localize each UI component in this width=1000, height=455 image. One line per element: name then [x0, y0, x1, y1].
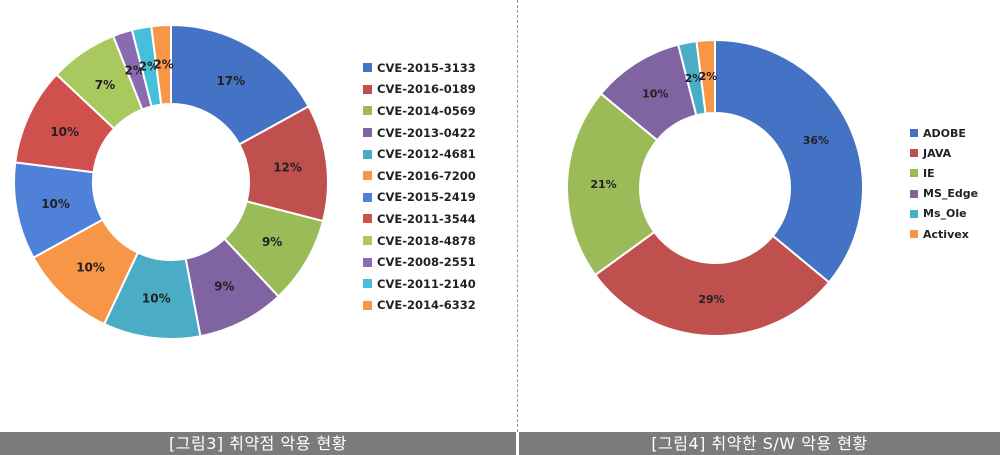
legend-item-ie: IE — [910, 163, 978, 183]
slice-cve-2015-3133 — [170, 23, 310, 146]
legend-swatch — [363, 128, 372, 138]
legend-swatch — [910, 129, 918, 138]
legend-label: CVE-2015-3133 — [377, 60, 476, 75]
legend-item-cve-2013-0422: CVE-2013-0422 — [363, 122, 476, 144]
legend-label: CVE-2016-0189 — [377, 82, 476, 97]
legend-label: CVE-2013-0422 — [377, 125, 476, 140]
figure3-caption: [그림3] 취약점 악용 현황 — [0, 432, 516, 455]
slice-label-cve-2016-0189: 12% — [273, 160, 302, 174]
slice-label-cve-2018-4878: 7% — [95, 78, 115, 92]
legend-label: Ms_Ole — [923, 207, 967, 221]
legend-label: CVE-2014-0569 — [377, 103, 476, 118]
legend-item-cve-2012-4681: CVE-2012-4681 — [363, 143, 476, 165]
slice-cve-2014-6332 — [150, 23, 172, 106]
legend-item-cve-2015-2419: CVE-2015-2419 — [363, 187, 476, 209]
slice-label-cve-2011-3544: 10% — [50, 125, 79, 139]
legend-label: JAVA — [923, 146, 952, 160]
slice-label-cve-2015-2419: 10% — [41, 197, 70, 211]
slice-ie — [566, 92, 659, 277]
legend-swatch — [363, 149, 372, 159]
software-donut-chart: 36% 29% 21% 10% 2%2% — [566, 38, 864, 337]
legend-label: CVE-2012-4681 — [377, 147, 476, 162]
legend-swatch — [363, 257, 372, 267]
legend-swatch — [363, 84, 372, 94]
slice-label-cve-2015-3133: 17% — [216, 74, 245, 88]
software-legend: ADOBE JAVA IE MS_Edge Ms_Ole Activex — [910, 123, 978, 244]
legend-label: CVE-2015-2419 — [377, 190, 476, 205]
legend-label: IE — [923, 166, 935, 180]
legend-swatch — [363, 63, 372, 73]
legend-label: CVE-2018-4878 — [377, 233, 476, 248]
legend-item-cve-2015-3133: CVE-2015-3133 — [363, 57, 476, 79]
legend-swatch — [363, 106, 372, 116]
legend-swatch — [363, 279, 372, 289]
legend-item-cve-2014-6332: CVE-2014-6332 — [363, 295, 476, 317]
legend-item-java: JAVA — [910, 143, 978, 163]
slice-label-cve-2016-7200: 10% — [76, 261, 105, 275]
slice-label-ms-edge: 10% — [642, 87, 668, 100]
slice-label-cve-2014-0569: 9% — [262, 235, 282, 249]
legend-swatch — [363, 214, 372, 224]
cve-donut-chart: 17%12%9%9%10%10%10%10%7%2%2%2% — [13, 23, 329, 340]
legend-swatch — [363, 171, 372, 181]
slice-adobe — [714, 38, 864, 284]
slice-label-cve-2014-6332: 2% — [153, 58, 173, 72]
right-panel: 36% 29% 21% 10% 2% 2% — [519, 0, 1000, 455]
legend-item-cve-2011-3544: CVE-2011-3544 — [363, 208, 476, 230]
legend-item-adobe: ADOBE — [910, 123, 978, 143]
slice-label-adobe: 36% — [803, 134, 829, 147]
legend-item-cve-2011-2140: CVE-2011-2140 — [363, 273, 476, 295]
legend-label: CVE-2011-2140 — [377, 276, 476, 291]
figure4-caption: [그림4] 취약한 S/W 악용 현황 — [519, 432, 1000, 455]
legend-label: CVE-2008-2551 — [377, 255, 476, 270]
left-panel: 17% 12% 9% 9% 10% 10% 10% 10% 7% 2% 2% 2% CVE-2015-… — [13, 23, 476, 340]
legend-item-cve-2018-4878: CVE-2018-4878 — [363, 230, 476, 252]
cve-legend: CVE-2015-3133 CVE-2016-0189 CVE-2014-0569 C… — [363, 57, 476, 316]
legend-label: Activex — [923, 227, 969, 241]
legend-label: CVE-2014-6332 — [377, 298, 476, 313]
legend-swatch — [363, 236, 372, 246]
slice-java — [593, 230, 831, 337]
legend-item-ms-ole: Ms_Ole — [910, 204, 978, 224]
legend-swatch — [363, 300, 372, 310]
legend-item-ms-edge: MS_Edge — [910, 184, 978, 204]
legend-label: CVE-2011-3544 — [377, 211, 476, 226]
slice-label-ms-ole: 2% — [685, 72, 704, 85]
legend-swatch — [910, 189, 918, 198]
slice-label-cve-2011-2140: 2% — [139, 60, 159, 74]
legend-swatch — [910, 149, 918, 158]
slice-label-cve-2013-0422: 9% — [214, 280, 234, 294]
slice-label-cve-2008-2551: 2% — [125, 63, 145, 77]
slice-label-java: 29% — [698, 293, 724, 306]
legend-label: MS_Edge — [923, 187, 979, 201]
slice-label-activex: 2% — [699, 70, 718, 83]
slice-label-cve-2012-4681: 10% — [142, 292, 171, 306]
legend-swatch — [363, 192, 372, 202]
legend-label: CVE-2016-7200 — [377, 168, 476, 183]
legend-item-cve-2016-0189: CVE-2016-0189 — [363, 79, 476, 101]
panel-divider — [517, 0, 518, 432]
slice-activex — [695, 38, 716, 115]
legend-item-cve-2016-7200: CVE-2016-7200 — [363, 165, 476, 187]
legend-label: ADOBE — [923, 126, 966, 140]
slice-label-ie: 21% — [590, 178, 616, 191]
legend-swatch — [910, 209, 918, 218]
legend-swatch — [910, 169, 918, 178]
legend-item-activex: Activex — [910, 224, 978, 244]
legend-item-cve-2008-2551: CVE-2008-2551 — [363, 251, 476, 273]
legend-item-cve-2014-0569: CVE-2014-0569 — [363, 100, 476, 122]
legend-swatch — [910, 230, 918, 239]
